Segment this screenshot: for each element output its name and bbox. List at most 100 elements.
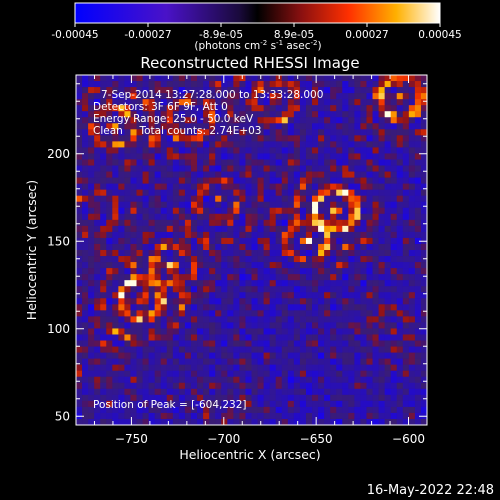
heatmap-cell bbox=[239, 310, 246, 317]
heatmap-cell bbox=[203, 310, 210, 317]
heatmap-cell bbox=[269, 87, 277, 94]
heatmap-cell bbox=[269, 328, 277, 335]
heatmap-cell bbox=[172, 340, 180, 347]
heatmap-cell bbox=[414, 280, 422, 287]
heatmap-cell bbox=[178, 280, 186, 287]
heatmap-cell bbox=[360, 346, 367, 353]
heatmap-cell bbox=[172, 334, 180, 341]
heatmap-cell bbox=[378, 304, 386, 311]
heatmap-cell bbox=[414, 153, 422, 160]
heatmap-cell bbox=[324, 298, 331, 305]
heatmap-cell bbox=[396, 394, 404, 402]
heatmap-cell bbox=[221, 171, 228, 178]
heatmap-cell bbox=[203, 316, 210, 323]
heatmap-cell bbox=[209, 183, 216, 191]
heatmap-cell bbox=[245, 135, 252, 142]
heatmap-cell bbox=[209, 81, 216, 88]
heatmap-cell bbox=[305, 262, 313, 269]
heatmap-cell bbox=[142, 268, 150, 275]
heatmap-cell bbox=[396, 352, 404, 360]
heatmap-cell bbox=[257, 111, 264, 118]
heatmap-cell bbox=[378, 111, 386, 118]
heatmap-cell bbox=[124, 304, 131, 311]
heatmap-cell bbox=[281, 195, 289, 203]
heatmap-cell bbox=[76, 286, 83, 293]
heatmap-cell bbox=[402, 189, 410, 197]
heatmap-cell bbox=[209, 334, 216, 341]
heatmap-cell bbox=[245, 243, 252, 251]
heatmap-cell bbox=[178, 328, 186, 335]
heatmap-cell bbox=[402, 352, 410, 360]
heatmap-cell bbox=[396, 292, 404, 299]
heatmap-cell bbox=[142, 286, 150, 293]
heatmap-cell bbox=[148, 189, 156, 197]
heatmap-cell bbox=[372, 310, 379, 317]
heatmap-cell bbox=[160, 286, 168, 293]
heatmap-cell bbox=[88, 231, 95, 239]
heatmap-cell bbox=[227, 147, 234, 154]
heatmap-cell bbox=[197, 352, 204, 360]
heatmap-cell bbox=[184, 400, 192, 408]
heatmap-cell bbox=[263, 171, 271, 178]
heatmap-cell bbox=[239, 400, 246, 408]
heatmap-cell bbox=[402, 298, 410, 305]
heatmap-cell bbox=[88, 243, 95, 251]
heatmap-cell bbox=[76, 75, 83, 82]
heatmap-cell bbox=[336, 304, 343, 311]
heatmap-cell bbox=[215, 219, 222, 227]
heatmap-cell bbox=[281, 412, 289, 420]
heatmap-cell bbox=[94, 183, 101, 191]
heatmap-cell bbox=[142, 141, 150, 148]
heatmap-cell bbox=[342, 141, 349, 148]
heatmap-cell bbox=[245, 165, 252, 172]
heatmap-cell bbox=[118, 99, 125, 106]
heatmap-cell bbox=[257, 183, 264, 191]
heatmap-cell bbox=[118, 165, 125, 172]
heatmap-cell bbox=[348, 280, 355, 287]
heatmap-cell bbox=[293, 129, 301, 136]
heatmap-cell bbox=[257, 105, 264, 112]
heatmap-cell bbox=[88, 346, 95, 353]
heatmap-cell bbox=[305, 298, 313, 305]
heatmap-cell bbox=[136, 213, 143, 221]
heatmap-cell bbox=[94, 376, 101, 384]
heatmap-cell bbox=[269, 201, 277, 209]
heatmap-cell bbox=[142, 394, 150, 402]
heatmap-cell bbox=[336, 153, 343, 160]
heatmap-cell bbox=[166, 364, 174, 372]
heatmap-cell bbox=[82, 400, 89, 408]
heatmap-cell bbox=[160, 189, 168, 197]
heatmap-cell bbox=[82, 225, 89, 233]
heatmap-cell bbox=[130, 394, 137, 402]
heatmap-cell bbox=[154, 298, 162, 305]
heatmap-cell bbox=[324, 225, 331, 233]
heatmap-cell bbox=[408, 340, 416, 347]
heatmap-cell bbox=[342, 376, 349, 384]
heatmap-cell bbox=[378, 388, 386, 396]
heatmap-cell bbox=[342, 159, 349, 166]
heatmap-cell bbox=[148, 123, 156, 130]
heatmap-cell bbox=[263, 153, 271, 160]
heatmap-cell bbox=[348, 274, 355, 281]
heatmap-cell bbox=[215, 165, 222, 172]
heatmap-cell bbox=[215, 171, 222, 178]
heatmap-cell bbox=[402, 322, 410, 329]
heatmap-cell bbox=[390, 189, 398, 197]
heatmap-cell bbox=[178, 201, 186, 209]
heatmap-cell bbox=[166, 316, 174, 323]
heatmap-cell bbox=[299, 99, 307, 106]
heatmap-cell bbox=[396, 123, 404, 130]
heatmap-cell bbox=[318, 262, 325, 269]
heatmap-cell bbox=[178, 105, 186, 112]
heatmap-cell bbox=[384, 123, 392, 130]
heatmap-cell bbox=[88, 250, 95, 257]
heatmap-cell bbox=[82, 153, 89, 160]
heatmap-cell bbox=[408, 87, 416, 94]
heatmap-cell bbox=[287, 256, 295, 263]
heatmap-cell bbox=[148, 129, 156, 136]
heatmap-cell bbox=[275, 352, 283, 360]
heatmap-cell bbox=[166, 388, 174, 396]
heatmap-cell bbox=[166, 123, 174, 130]
heatmap-cell bbox=[366, 147, 373, 154]
heatmap-cell bbox=[420, 225, 428, 233]
